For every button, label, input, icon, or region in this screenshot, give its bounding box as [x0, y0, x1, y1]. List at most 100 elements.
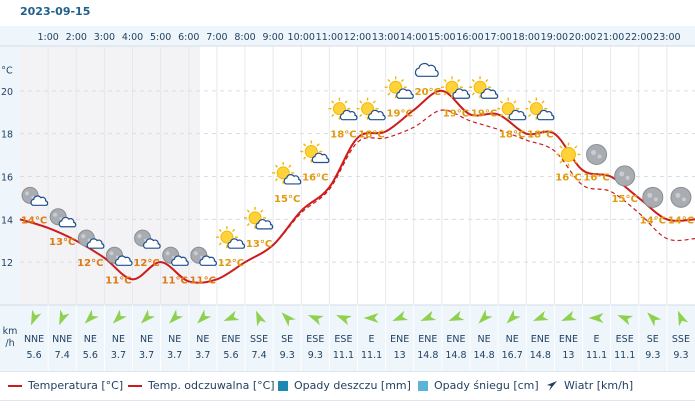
sun-ray: [541, 100, 545, 104]
cloud-shape: [536, 109, 555, 121]
legend-feels-like[interactable]: Temp. odczuwalna [°C]: [128, 379, 275, 392]
wind-direction-label: ENE: [531, 334, 550, 345]
legend-snow[interactable]: Opady śniegu [cm]: [418, 379, 539, 392]
legend-wind[interactable]: Wiatr [km/h]: [546, 379, 633, 392]
wind-arrow-icon: [392, 310, 409, 322]
sun-cloud-icon: [497, 97, 527, 121]
wind-speed-label: 11.1: [333, 350, 354, 361]
sun-ray: [457, 78, 461, 83]
cloud-shape: [171, 255, 189, 266]
temp-label: 13°C: [49, 237, 75, 248]
wind-arrow-shape: [588, 313, 604, 323]
sun-ray: [274, 164, 279, 168]
moon-crater: [675, 192, 681, 198]
cloud-outline: [199, 255, 217, 266]
hour-label: 12:00: [344, 32, 371, 43]
cloud-outline: [58, 216, 77, 228]
temp-label: 12°C: [218, 258, 244, 269]
legend-rain[interactable]: Opady deszczu [mm]: [278, 379, 411, 392]
hour-label: 16:00: [456, 32, 483, 43]
wind-arrow-shape: [307, 314, 324, 326]
sun-ray: [499, 113, 504, 117]
cloud-shape: [30, 195, 49, 206]
temp-label: 16°C: [302, 173, 328, 184]
temp-label: 18°C: [330, 130, 356, 141]
temp-label: 11°C: [162, 275, 188, 286]
wind-arrow-icon: [84, 309, 99, 324]
legend-temperature[interactable]: Temperatura [°C]: [8, 379, 123, 392]
wind-direction-label: E: [594, 334, 600, 345]
wind-arrow-shape: [59, 309, 70, 326]
sun-ray: [232, 228, 236, 233]
moon-cloud-icon: [190, 246, 217, 266]
wind-arrow-icon: [281, 312, 296, 327]
hour-label: 10:00: [288, 32, 315, 43]
wind-arrow-icon: [197, 309, 212, 324]
wind-direction-label: SE: [647, 334, 659, 345]
wind-direction-label: NE: [168, 334, 181, 345]
sun-ray: [443, 92, 447, 96]
hour-header-band: [0, 26, 695, 46]
sun-ray: [559, 160, 563, 164]
cloud-outline: [255, 219, 274, 230]
moon-crater: [681, 197, 686, 202]
sun-disc: [445, 80, 459, 94]
wind-direction-label: NE: [506, 334, 519, 345]
cloud-outline: [508, 109, 527, 121]
wind-speed-label: 14.8: [445, 350, 466, 361]
wind-direction-label: ENE: [390, 334, 409, 345]
sun-ray: [387, 78, 391, 83]
hour-label: 6:00: [178, 32, 199, 43]
sun-cloud-icon: [244, 206, 274, 230]
cloud-outline: [396, 88, 414, 99]
moon-shape: [614, 165, 636, 187]
moon-icon: [670, 186, 692, 208]
wind-arrow-shape: [532, 310, 549, 322]
hour-label: 4:00: [122, 32, 143, 43]
cloud-outline: [86, 238, 105, 249]
sun-ray: [499, 100, 504, 104]
hour-label: 1:00: [37, 32, 58, 43]
wind-direction-label: ENE: [446, 334, 465, 345]
wind-direction-label: NE: [196, 334, 209, 345]
cloud-shape: [199, 255, 217, 266]
wind-arrow-shape: [84, 309, 99, 324]
temp-unit-label: °C: [1, 65, 13, 76]
hour-label: 19:00: [541, 32, 568, 43]
moon-cloud-icon: [77, 229, 105, 249]
sun-ray: [218, 242, 222, 246]
temp-label: 14°C: [640, 215, 666, 226]
hour-label: 23:00: [653, 32, 680, 43]
temp-label: 19°C: [443, 108, 469, 119]
wind-arrow-icon: [112, 309, 127, 324]
cloud-shape: [86, 238, 105, 249]
sun-disc: [304, 145, 318, 158]
wind-arrow-shape: [617, 314, 634, 326]
sun-icon: [556, 142, 581, 167]
sun-ray: [260, 209, 264, 213]
sun-disc: [389, 80, 403, 94]
cloud-shape: [58, 216, 77, 228]
legend-temperature-swatch: [8, 384, 22, 387]
sun-shape: [215, 226, 238, 249]
wind-direction-label: SSE: [250, 334, 268, 345]
wind-direction-label: NE: [112, 334, 125, 345]
cloud-outline: [30, 195, 49, 206]
wind-speed-label: 5.6: [27, 350, 42, 361]
moon-crater: [109, 251, 114, 256]
moon-crater: [597, 154, 602, 159]
moon-cloud-icon: [134, 229, 161, 249]
sun-ray: [559, 145, 563, 149]
wind-arrow-icon: [547, 380, 557, 391]
cloud-outline: [143, 238, 161, 249]
y-tick-label: 14: [1, 215, 13, 226]
y-tick-label: 16: [1, 173, 13, 184]
temp-label: 11°C: [105, 275, 131, 286]
hour-label: 17:00: [484, 32, 511, 43]
wind-arrow-shape: [140, 309, 156, 324]
sun-disc: [332, 102, 346, 116]
wind-arrow-icon: [169, 309, 184, 324]
sun-shape: [556, 142, 581, 167]
wind-arrow-shape: [197, 309, 212, 324]
sun-ray: [246, 223, 250, 227]
